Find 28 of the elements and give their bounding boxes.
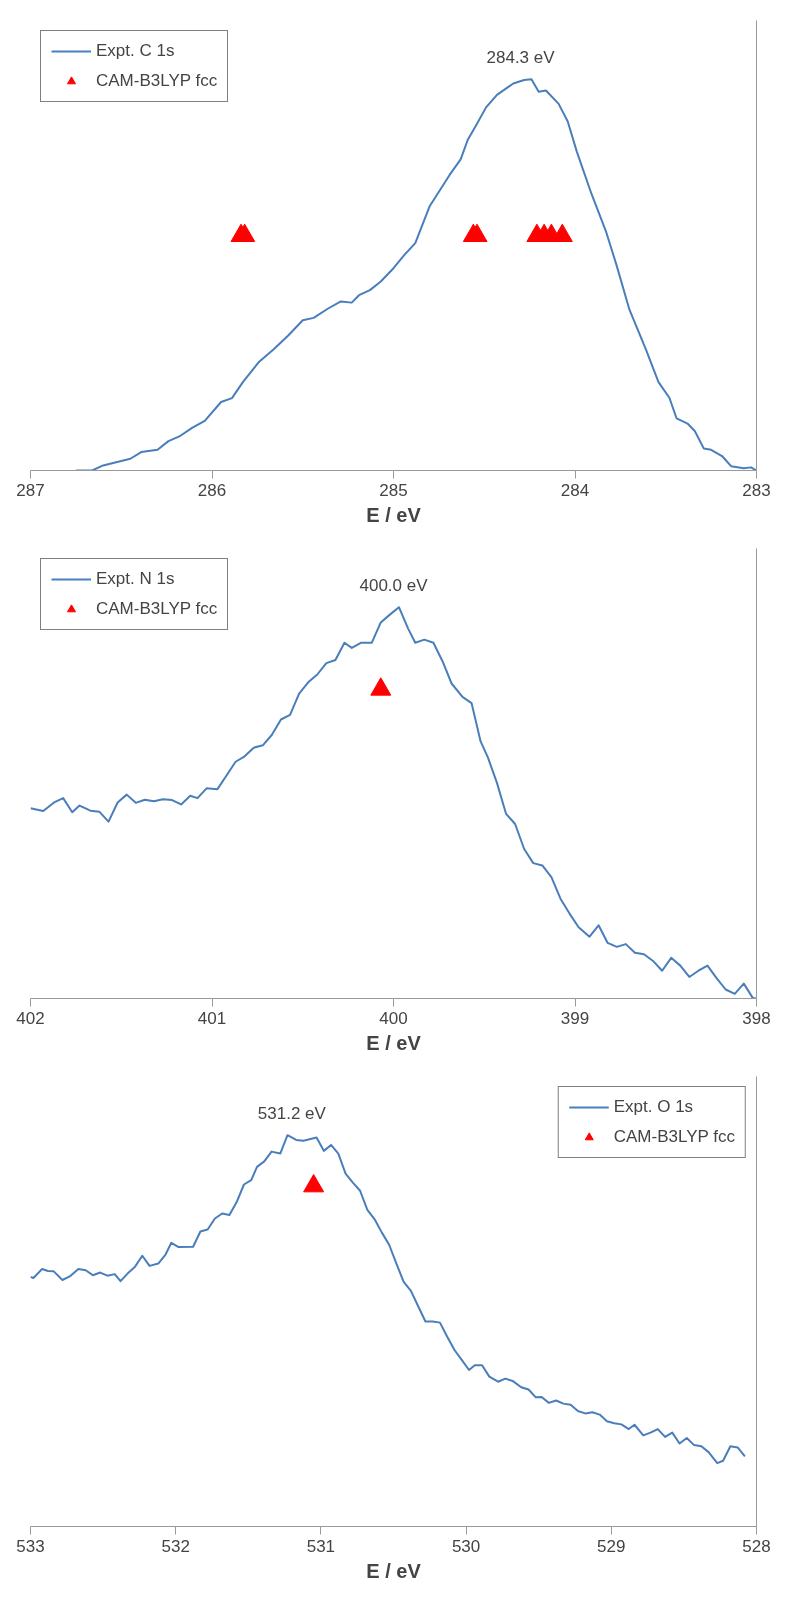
x-tick-label: 400: [379, 1008, 408, 1028]
x-tick-label: 285: [379, 480, 408, 500]
x-tick-label: 532: [161, 1536, 190, 1556]
legend-label: CAM-B3LYP fcc: [96, 599, 218, 619]
x-tick-label: 284: [560, 480, 590, 500]
x-tick-label: 398: [742, 1008, 771, 1028]
annotation: 531.2 eV: [257, 1104, 327, 1124]
legend-label: Expt. N 1s: [96, 569, 175, 589]
x-tick-label: 531: [306, 1536, 336, 1556]
x-axis-title: E / eV: [366, 1031, 422, 1054]
x-tick-label: 399: [560, 1008, 590, 1028]
x-tick-label: 530: [451, 1536, 481, 1556]
x-tick-label: 533: [16, 1536, 45, 1556]
x-tick-label: 402: [16, 1008, 45, 1028]
annotation: 400.0 eV: [359, 576, 429, 596]
legend-label: Expt. O 1s: [613, 1097, 694, 1117]
legend-label: Expt. C 1s: [96, 41, 175, 61]
x-tick-label: 287: [16, 480, 45, 500]
annotation: 284.3 eV: [486, 48, 556, 68]
x-tick-label: 528: [742, 1536, 771, 1556]
x-tick-label: 529: [597, 1536, 626, 1556]
x-tick-label: 401: [197, 1008, 227, 1028]
x-tick-label: 283: [742, 480, 771, 500]
x-axis-title: E / eV: [366, 1559, 422, 1582]
legend-label: CAM-B3LYP fcc: [613, 1127, 735, 1147]
x-tick-label: 286: [197, 480, 227, 500]
legend-label: CAM-B3LYP fcc: [96, 71, 218, 91]
x-axis-title: E / eV: [366, 503, 422, 526]
